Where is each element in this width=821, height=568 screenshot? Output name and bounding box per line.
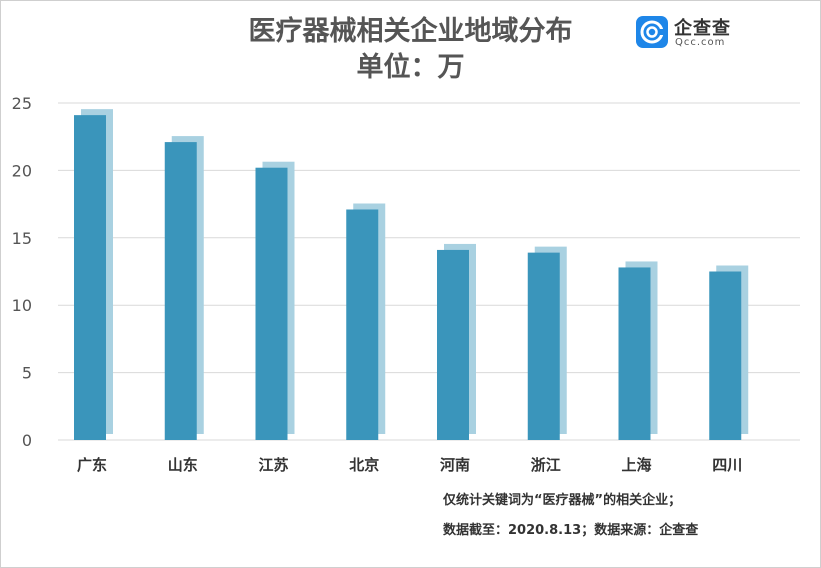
bar [709,271,742,440]
x-tick-label: 浙江 [531,456,561,474]
chart-title: 医疗器械相关企业地域分布 [248,16,573,47]
footnote-keyword: 仅统计关键词为“医疗器械”的相关企业； [443,493,682,508]
bar [346,209,379,440]
y-tick-label: 20 [12,161,32,180]
bar [255,167,288,441]
y-tick-labels: 0 5 10 15 20 25 [12,94,32,450]
x-tick-label: 四川 [712,456,742,474]
x-tick-label: 广东 [77,456,107,474]
y-tick-label: 0 [22,431,32,450]
x-tick-label: 江苏 [258,456,288,474]
bar [164,142,197,441]
brand-logo: 企查查 Qcc.com [636,16,746,56]
y-tick-label: 25 [12,94,32,113]
qcc-logo-icon [636,16,668,48]
bar [618,267,651,440]
x-tick-label: 河南 [440,456,470,474]
chart-subtitle: 单位：万 [356,52,465,83]
x-tick-label: 上海 [621,456,651,474]
footnote-source: 数据截至：2020.8.13；数据来源：企查查 [443,523,699,538]
bars [74,109,749,441]
y-tick-label: 5 [22,364,32,383]
x-tick-label: 山东 [168,456,198,474]
x-tick-labels: 广东 山东 江苏 北京 河南 浙江 上海 四川 [77,456,742,474]
bar [527,252,560,440]
logo-domain: Qcc.com [675,37,726,48]
logo-name: 企查查 [674,18,731,39]
bar [437,249,469,440]
x-tick-label: 北京 [349,456,379,474]
bar [74,115,106,441]
y-tick-label: 15 [12,229,32,248]
y-tick-label: 10 [12,296,32,315]
